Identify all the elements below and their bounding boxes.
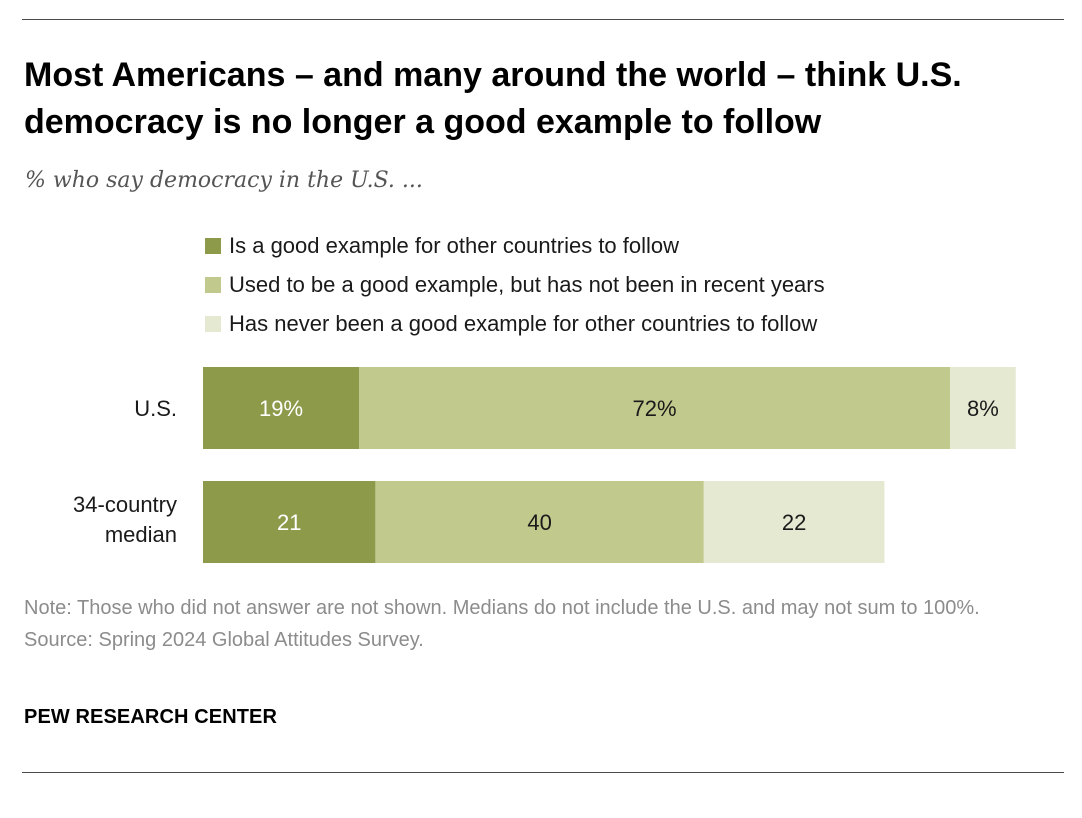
chart-subtitle: % who say democracy in the U.S. ...	[25, 168, 423, 193]
stacked-bar-chart: U.S. 19% 72% 8% 34-country median 21 40 22	[73, 367, 1016, 563]
footnote: Note: Those who did not answer are not s…	[24, 592, 1069, 656]
legend-label-good: Is a good example for other countries to…	[229, 232, 680, 258]
data-label-median-good: 21	[277, 510, 301, 535]
legend-swatch-never	[205, 315, 221, 332]
legend-label-used-to-be: Used to be a good example, but has not b…	[229, 271, 825, 297]
data-label-median-never: 22	[782, 510, 806, 535]
chart-title: Most Americans – and many around the wor…	[24, 56, 962, 141]
data-label-us-good: 19%	[259, 396, 303, 421]
legend-item-used-to-be: Used to be a good example, but has not b…	[205, 265, 825, 304]
legend-label-never: Has never been a good example for other …	[229, 310, 818, 336]
note-text: Note: Those who did not answer are not s…	[24, 597, 980, 619]
data-label-us-never: 8%	[967, 396, 999, 421]
data-label-us-used-to-be: 72%	[633, 396, 677, 421]
legend-swatch-used-to-be	[205, 276, 221, 293]
category-label-median: 34-country median	[73, 492, 177, 547]
bar-median-good	[203, 481, 376, 563]
source-text: Source: Spring 2024 Global Attitudes Sur…	[24, 629, 424, 651]
bottom-rule	[22, 772, 1064, 773]
data-label-median-used-to-be: 40	[527, 510, 551, 535]
bar-us-never	[950, 367, 1016, 449]
bar-median-used-to-be	[375, 481, 704, 563]
bar-median-never	[703, 481, 885, 563]
legend-item-never: Has never been a good example for other …	[205, 304, 825, 343]
legend-item-good: Is a good example for other countries to…	[205, 226, 825, 265]
legend-swatch-good	[205, 237, 221, 254]
bar-us-good	[203, 367, 359, 449]
top-rule	[22, 19, 1064, 20]
bar-us-used-to-be	[358, 367, 951, 449]
brand-logo-text: PEW RESEARCH CENTER	[24, 706, 278, 728]
legend: Is a good example for other countries to…	[205, 226, 825, 343]
category-label-us: U.S.	[134, 396, 177, 421]
